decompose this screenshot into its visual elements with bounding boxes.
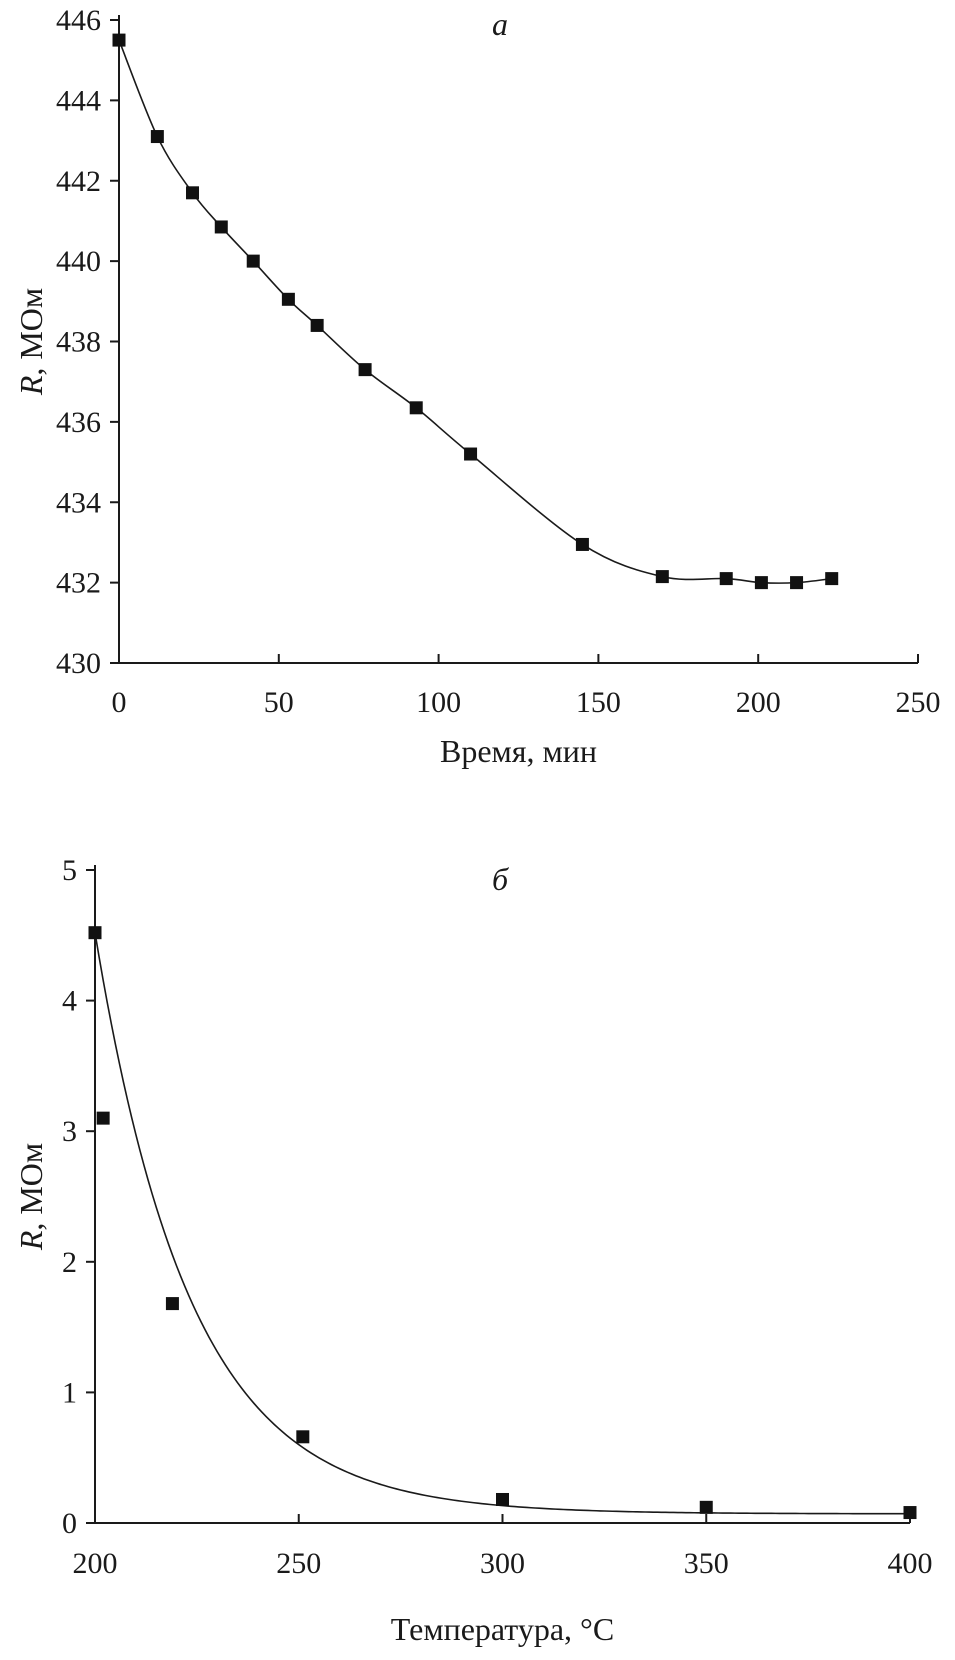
panel-label: б <box>492 861 509 897</box>
x-tick-label: 250 <box>276 1547 321 1580</box>
data-point <box>165 1297 179 1311</box>
data-point <box>699 1500 713 1514</box>
y-tick-label: 432 <box>56 567 101 600</box>
x-tick-label: 200 <box>73 1547 118 1580</box>
data-point <box>112 33 126 47</box>
data-point <box>754 576 768 590</box>
x-tick-label: 350 <box>684 1547 729 1580</box>
x-tick-label: 150 <box>576 686 621 719</box>
y-tick-label: 436 <box>56 406 101 439</box>
fit-curve <box>94 932 911 1515</box>
data-point <box>296 1430 310 1444</box>
x-tick-label: 50 <box>264 686 294 719</box>
y-tick-label: 430 <box>56 647 101 680</box>
data-point <box>246 254 260 268</box>
fit-curve <box>118 39 832 584</box>
y-tick-label: 0 <box>62 1507 77 1540</box>
y-axis-title: R, МОм <box>13 1143 49 1251</box>
panel-label: a <box>492 6 508 42</box>
data-point <box>575 537 589 551</box>
y-tick-label: 442 <box>56 165 101 198</box>
y-tick-label: 446 <box>56 4 101 37</box>
data-point <box>281 292 295 306</box>
data-point <box>655 570 669 584</box>
data-point <box>358 363 372 377</box>
x-tick-label: 200 <box>736 686 781 719</box>
data-point <box>88 926 102 940</box>
y-tick-label: 2 <box>62 1246 77 1279</box>
x-tick-label: 250 <box>896 686 941 719</box>
x-axis-title: Время, мин <box>440 733 597 769</box>
x-tick-label: 300 <box>480 1547 525 1580</box>
data-point <box>150 130 164 144</box>
y-tick-label: 4 <box>62 985 77 1018</box>
y-tick-label: 434 <box>56 486 101 519</box>
x-tick-label: 0 <box>112 686 127 719</box>
data-point <box>186 186 200 200</box>
x-tick-label: 400 <box>888 1547 933 1580</box>
data-point <box>310 318 324 332</box>
data-point <box>903 1506 917 1520</box>
data-point <box>214 220 228 234</box>
y-tick-label: 1 <box>62 1376 77 1409</box>
y-tick-label: 438 <box>56 326 101 359</box>
y-axis-title: R, МОм <box>13 288 49 396</box>
chart-panel-a: 0 50 100 150 200 250 430 432 434 436 438 440 442 444 4… <box>13 4 941 769</box>
data-point <box>719 572 733 586</box>
y-tick-label: 440 <box>56 245 101 278</box>
data-point <box>464 447 478 461</box>
y-tick-label: 444 <box>56 84 101 117</box>
data-point <box>496 1492 509 1506</box>
x-tick-label: 100 <box>416 686 461 719</box>
y-tick-label: 3 <box>62 1115 77 1148</box>
data-point <box>96 1111 110 1125</box>
chart-panel-b: 200 250 300 350 400 0 1 2 3 4 5 Температура, °C R, М… <box>13 854 933 1647</box>
data-point <box>825 572 839 586</box>
x-axis-title: Температура, °C <box>391 1611 614 1647</box>
data-point <box>790 576 804 590</box>
data-point <box>409 401 423 415</box>
y-tick-label: 5 <box>62 854 77 887</box>
